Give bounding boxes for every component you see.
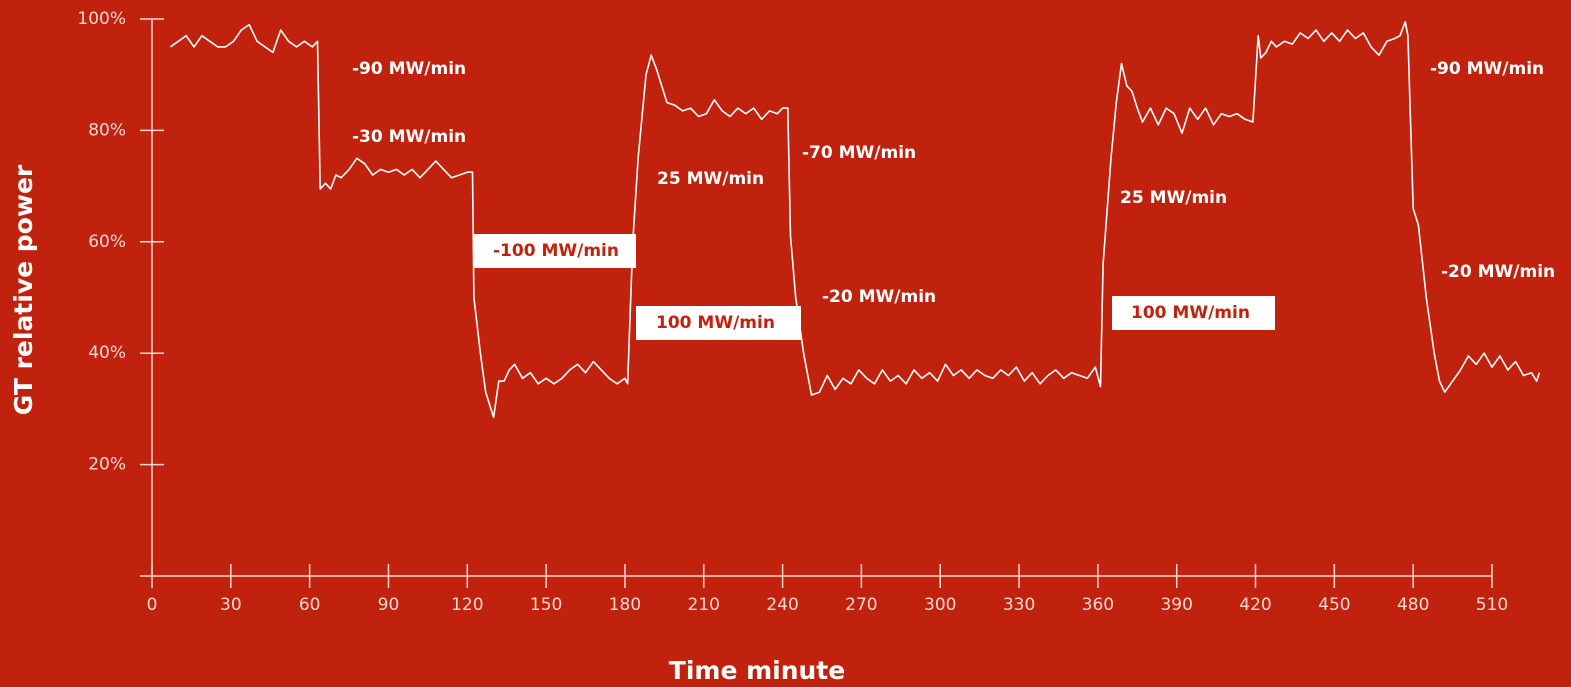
x-tick-label: 330 — [1003, 595, 1035, 615]
x-tick-label: 30 — [220, 595, 242, 615]
x-tick-label: 390 — [1160, 595, 1192, 615]
x-tick-label: 120 — [451, 595, 483, 615]
annotation: 25 MW/min — [657, 169, 764, 189]
annotation: -90 MW/min — [352, 59, 466, 79]
annotation-box — [636, 306, 801, 340]
x-tick-label: 420 — [1239, 595, 1271, 615]
x-tick-label: 480 — [1397, 595, 1429, 615]
x-tick-label: 150 — [530, 595, 562, 615]
x-tick-label: 270 — [845, 595, 877, 615]
x-tick-label: 60 — [299, 595, 321, 615]
x-tick-label: 360 — [1082, 595, 1114, 615]
x-tick-label: 0 — [147, 595, 158, 615]
y-tick-label: 20% — [88, 455, 126, 475]
annotation-box — [1112, 296, 1275, 330]
annotation: -20 MW/min — [1441, 262, 1555, 282]
annotation: 100 MW/min — [656, 313, 775, 333]
x-tick-label: 300 — [924, 595, 956, 615]
x-tick-label: 90 — [378, 595, 400, 615]
y-axis-title: GT relative power — [9, 164, 38, 415]
annotation: 100 MW/min — [1131, 303, 1250, 323]
y-tick-label: 100% — [77, 9, 126, 29]
annotation: -90 MW/min — [1430, 59, 1544, 79]
y-tick-label: 40% — [88, 343, 126, 363]
x-tick-label: 240 — [766, 595, 798, 615]
x-tick-label: 510 — [1476, 595, 1508, 615]
x-tick-label: 180 — [609, 595, 641, 615]
y-tick-label: 60% — [88, 232, 126, 252]
annotation-box — [473, 234, 636, 268]
annotation: -100 MW/min — [493, 241, 619, 261]
y-tick-label: 80% — [88, 120, 126, 140]
power-line — [169, 21, 1541, 419]
annotation: -30 MW/min — [352, 127, 466, 147]
annotation: -20 MW/min — [822, 287, 936, 307]
annotation: -70 MW/min — [802, 143, 916, 163]
x-tick-label: 210 — [688, 595, 720, 615]
x-tick-label: 450 — [1318, 595, 1350, 615]
x-axis-title: Time minute — [669, 656, 845, 685]
annotation: 25 MW/min — [1120, 188, 1227, 208]
